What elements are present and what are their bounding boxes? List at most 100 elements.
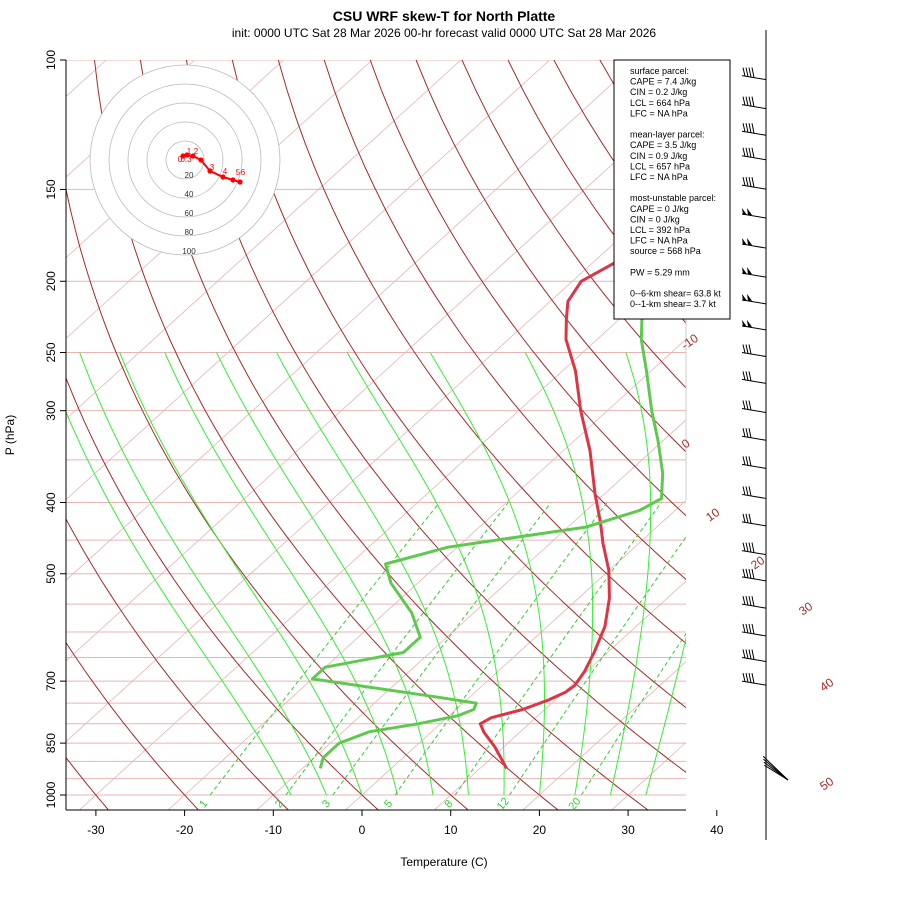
mixing-ratio-label: 3: [320, 798, 333, 810]
parcel-info-line: PW = 5.29 mm: [630, 267, 690, 277]
hodograph-ring-label: 20: [185, 171, 194, 180]
wind-barb: [741, 673, 767, 686]
isotherm-label: 0: [679, 436, 693, 451]
parcel-info-line: CAPE = 3.5 J/kg: [630, 140, 696, 150]
chart-subtitle: init: 0000 UTC Sat 28 Mar 2026 00-hr for…: [232, 26, 657, 40]
hodograph-point: [237, 179, 243, 185]
dry-adiabat: [415, 60, 686, 453]
x-tick-label: -10: [265, 823, 283, 837]
hodograph-background: [90, 65, 280, 255]
moist-adiabat: [119, 352, 363, 796]
isotherm-line: [433, 580, 686, 810]
y-tick-label: 100: [44, 50, 58, 70]
dry-adiabat: [876, 60, 900, 811]
hodograph-point-label: 0: [178, 155, 183, 164]
mixing-ratio-label: 2: [273, 798, 286, 810]
wind-barb: [741, 623, 767, 637]
hodograph-ring: [89, 64, 281, 256]
wind-barb: [741, 96, 767, 110]
moist-adiabat: [276, 352, 469, 796]
wind-barb: [741, 123, 767, 136]
wind-barb: [741, 207, 767, 219]
isotherm-label: 10: [703, 505, 722, 524]
hodograph-ring: [108, 83, 262, 237]
mixing-ratio-label: 5: [382, 798, 395, 810]
mixing-ratio-line: [454, 502, 662, 796]
mixing-ratio-line: [509, 536, 686, 796]
y-tick-label: 400: [44, 492, 58, 512]
isotherm-label: 40: [817, 675, 836, 694]
y-axis-label: P (hPa): [3, 415, 17, 455]
hodograph-point: [220, 174, 226, 180]
parcel-info-line: source = 568 hPa: [630, 246, 701, 256]
moist-adiabat: [645, 636, 686, 796]
wind-barb: [741, 319, 767, 331]
x-tick-label: 0: [359, 823, 366, 837]
y-tick-label: 300: [44, 400, 58, 420]
hodograph-point-label: 5: [236, 168, 241, 177]
isotherm-line: [66, 60, 550, 501]
dry-adiabat: [66, 517, 290, 810]
parcel-info-line: LFC = NA hPa: [630, 108, 688, 118]
hodograph-point: [207, 168, 213, 174]
dewpoint-profile: [310, 244, 686, 769]
parcel-info-line: LCL = 657 hPa: [630, 161, 690, 171]
wind-barb: [741, 649, 767, 662]
dry-adiabat: [139, 60, 649, 810]
wind-barb: [762, 755, 789, 781]
dry-adiabat: [231, 60, 686, 709]
hodograph-point-label: 6: [241, 168, 246, 177]
hodograph-center-label: 0.3: [180, 155, 192, 164]
parcel-info-line: CAPE = 7.4 J/kg: [630, 77, 696, 87]
x-tick-label: 20: [533, 823, 547, 837]
dry-adiabat: [784, 60, 900, 811]
moist-adiabat: [429, 352, 545, 796]
isotherm-label: 50: [817, 774, 836, 793]
hodograph-ring: [127, 102, 243, 218]
hodograph-point: [230, 177, 236, 183]
isotherm-line: [788, 60, 900, 811]
wind-barb: [741, 267, 767, 278]
moist-adiabat: [524, 352, 594, 796]
y-tick-label: 1000: [44, 781, 58, 808]
isotherm-line: [256, 419, 686, 810]
parcel-info-line: CIN = 0.9 J/kg: [630, 151, 687, 161]
x-tick-label: -20: [176, 823, 194, 837]
isotherm-label: 30: [796, 599, 815, 618]
isotherm-line: [66, 60, 639, 581]
x-tick-labels: -30 -20 -10 0 10 20 30 40: [87, 810, 724, 837]
mixing-ratio-line: [332, 502, 552, 796]
parcel-info-line: LFC = NA hPa: [630, 236, 688, 246]
x-tick-label: 30: [621, 823, 635, 837]
parcel-info-line: LFC = NA hPa: [630, 172, 688, 182]
dry-adiabat: [66, 186, 469, 810]
dry-adiabat: [830, 60, 900, 811]
dry-adiabat: [66, 641, 200, 810]
hodograph-ring-label: 60: [185, 209, 194, 218]
wind-barb: [741, 568, 767, 582]
mixing-ratio-line: [285, 502, 509, 796]
hodograph-point: [198, 157, 204, 163]
parcel-info-line: 0--6-km shear= 63.8 kt: [630, 289, 721, 299]
hodograph-ring-label: 40: [185, 190, 194, 199]
mixing-ratio-line: [394, 502, 608, 796]
dry-adiabat: [323, 60, 686, 581]
mixing-ratio-line: [209, 502, 440, 796]
isotherm-label: 20: [748, 553, 767, 572]
y-tick-label: 850: [44, 733, 58, 753]
moist-adiabat: [346, 352, 505, 796]
hodograph: 20 40 60 80 100 0.301 2 3 4 5 6: [89, 64, 281, 256]
hodograph-point: [184, 152, 190, 158]
hodograph-point-label: 2: [194, 147, 199, 156]
parcel-info-line: CAPE = 0 J/kg: [630, 204, 689, 214]
y-tick-labels: 100 150 200 250 300 400 500 700 850 1000: [44, 50, 66, 808]
parcel-info-line: mean-layer parcel:: [630, 130, 705, 140]
wind-barb: [741, 147, 767, 161]
moist-adiabat: [164, 352, 398, 796]
parcel-info-line: CIN = 0.2 J/kg: [630, 87, 687, 97]
hodograph-point-label: 3: [210, 163, 215, 172]
temperature-profile: [478, 230, 686, 770]
wind-barb: [741, 344, 767, 357]
dry-adiabat: [277, 60, 686, 645]
